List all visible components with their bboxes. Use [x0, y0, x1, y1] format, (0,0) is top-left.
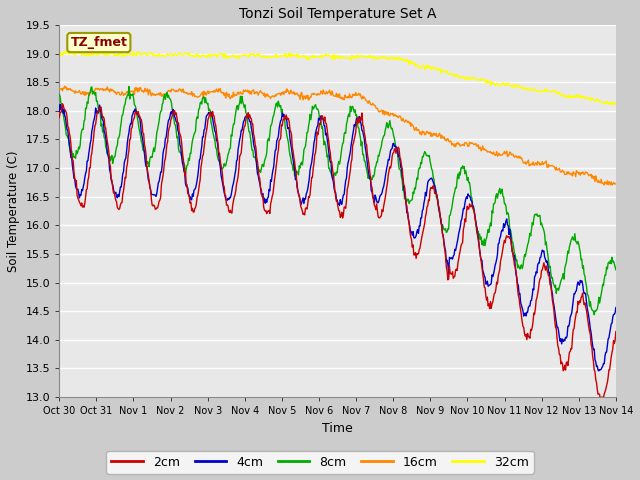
Legend: 2cm, 4cm, 8cm, 16cm, 32cm: 2cm, 4cm, 8cm, 16cm, 32cm: [106, 451, 534, 474]
Title: Tonzi Soil Temperature Set A: Tonzi Soil Temperature Set A: [239, 7, 436, 21]
Text: TZ_fmet: TZ_fmet: [70, 36, 127, 49]
X-axis label: Time: Time: [322, 421, 353, 435]
Y-axis label: Soil Temperature (C): Soil Temperature (C): [7, 150, 20, 272]
